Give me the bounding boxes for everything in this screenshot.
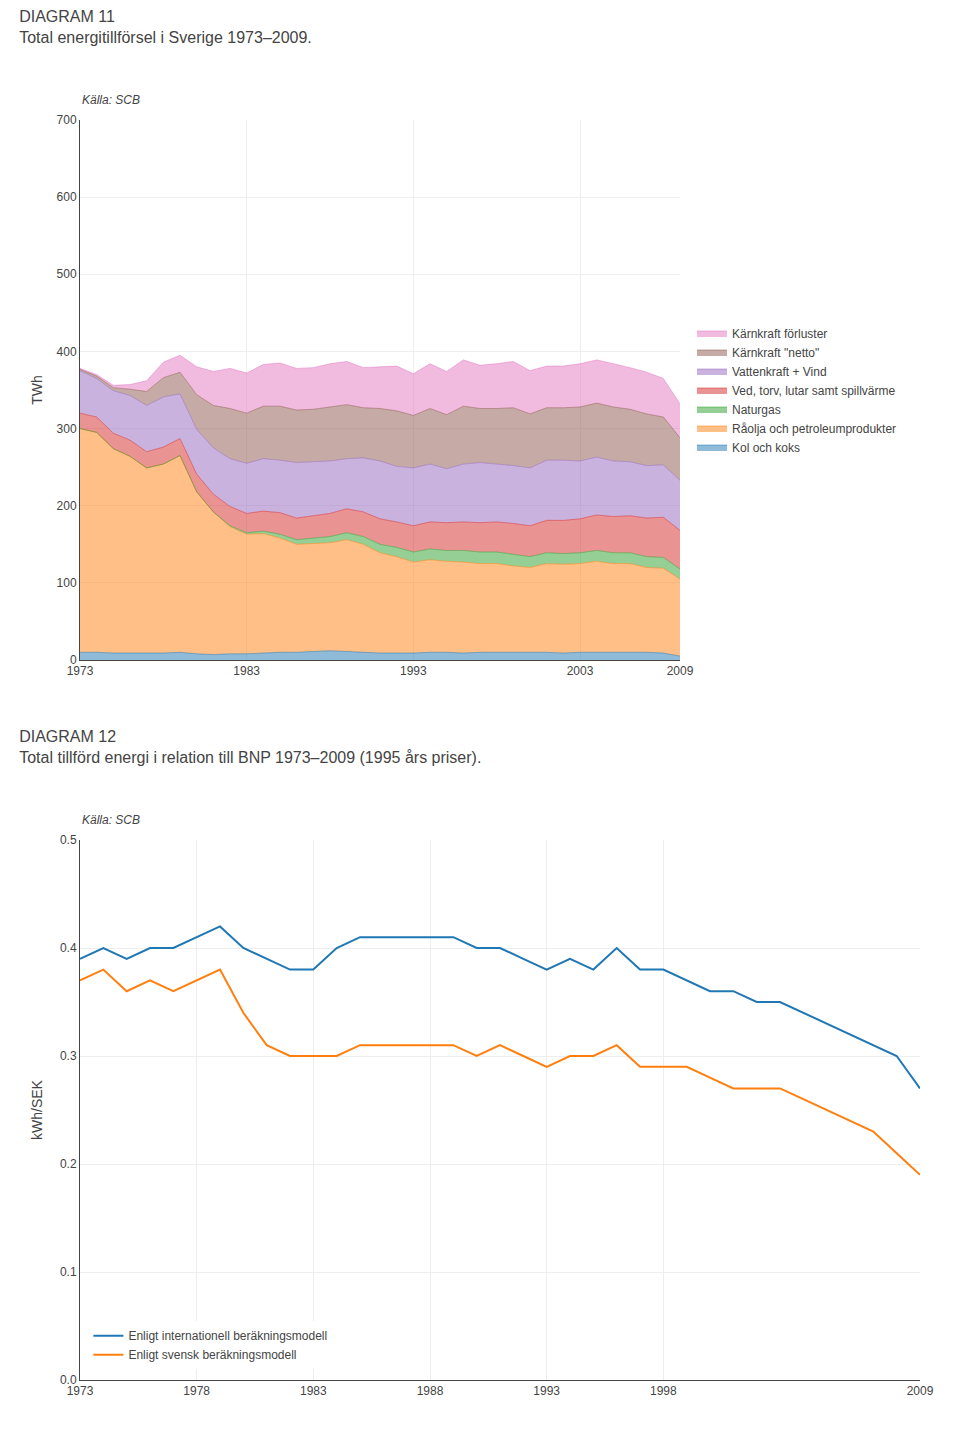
svg-text:1973: 1973: [67, 664, 94, 678]
svg-text:1983: 1983: [233, 664, 260, 678]
svg-text:700: 700: [57, 113, 77, 127]
svg-text:DIAGRAM 12Total tillförd energ: DIAGRAM 12Total tillförd energi i relati…: [19, 728, 481, 766]
svg-text:0.2: 0.2: [60, 1157, 77, 1171]
svg-text:Kärnkraft förluster: Kärnkraft förluster: [732, 327, 827, 341]
svg-text:1978: 1978: [183, 1384, 210, 1398]
svg-text:1973: 1973: [67, 1384, 94, 1398]
svg-text:Naturgas: Naturgas: [732, 403, 781, 417]
svg-text:Källa: SCB: Källa: SCB: [82, 93, 140, 107]
svg-text:400: 400: [57, 345, 77, 359]
svg-text:DIAGRAM 11Total energitillförs: DIAGRAM 11Total energitillförsel i Sveri…: [19, 8, 312, 46]
svg-text:100: 100: [57, 576, 77, 590]
svg-text:300: 300: [57, 422, 77, 436]
svg-text:Enligt internationell beräknin: Enligt internationell beräkningsmodell: [128, 1329, 327, 1343]
svg-text:0.5: 0.5: [60, 833, 77, 847]
svg-text:2009: 2009: [667, 664, 694, 678]
svg-text:500: 500: [57, 267, 77, 281]
svg-text:0.3: 0.3: [60, 1049, 77, 1063]
svg-text:0.4: 0.4: [60, 941, 77, 955]
svg-text:TWh: TWh: [29, 375, 45, 405]
svg-text:Råolja och petroleumprodukter: Råolja och petroleumprodukter: [732, 422, 896, 436]
svg-text:1983: 1983: [300, 1384, 327, 1398]
svg-text:kWh/SEK: kWh/SEK: [29, 1079, 45, 1140]
svg-text:2009: 2009: [907, 1384, 934, 1398]
svg-text:Kol och koks: Kol och koks: [732, 441, 800, 455]
svg-text:600: 600: [57, 190, 77, 204]
svg-text:1998: 1998: [650, 1384, 677, 1398]
svg-text:0.1: 0.1: [60, 1265, 77, 1279]
svg-text:200: 200: [57, 499, 77, 513]
svg-text:0: 0: [70, 653, 77, 667]
svg-text:2003: 2003: [567, 664, 594, 678]
svg-text:Enligt svensk beräkningsmodell: Enligt svensk beräkningsmodell: [128, 1348, 296, 1362]
svg-text:1988: 1988: [417, 1384, 444, 1398]
svg-text:1993: 1993: [533, 1384, 560, 1398]
svg-text:Vattenkraft + Vind: Vattenkraft + Vind: [732, 365, 827, 379]
svg-text:1993: 1993: [400, 664, 427, 678]
svg-text:Kärnkraft "netto": Kärnkraft "netto": [732, 346, 819, 360]
svg-text:Källa: SCB: Källa: SCB: [82, 813, 140, 827]
svg-text:0.0: 0.0: [60, 1373, 77, 1387]
svg-text:Ved, torv, lutar samt spillvär: Ved, torv, lutar samt spillvärme: [732, 384, 895, 398]
